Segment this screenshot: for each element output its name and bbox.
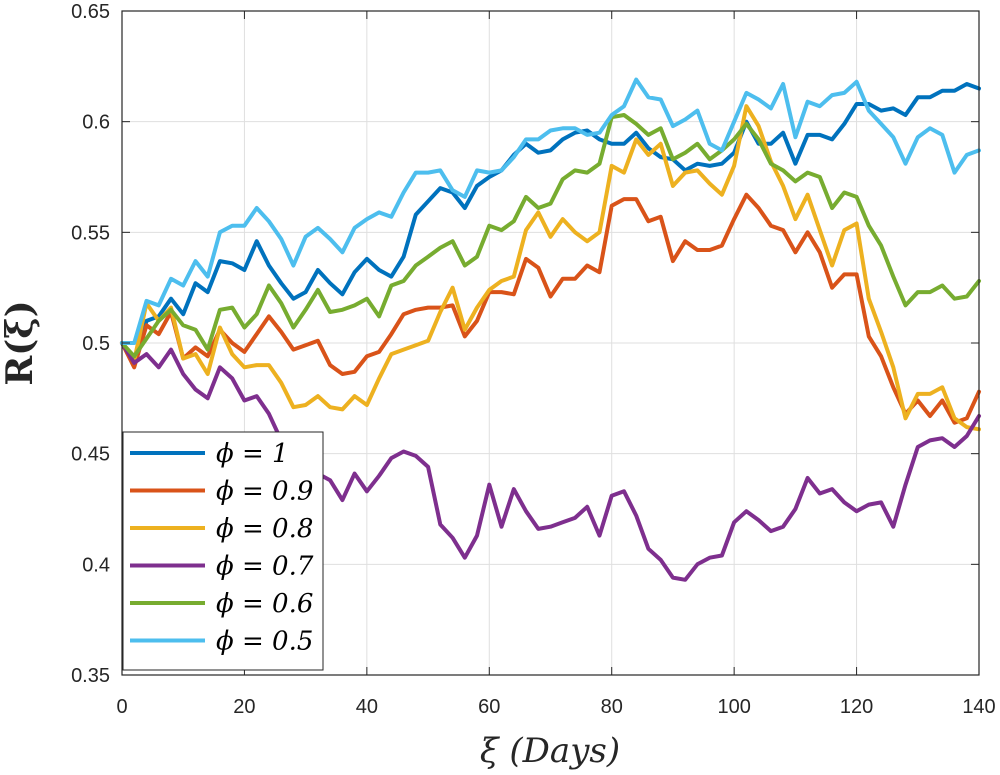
legend-label-6: ϕ = 0.5 bbox=[216, 627, 313, 657]
y-tick-label: 0.4 bbox=[82, 554, 110, 576]
y-axis-ticks: 0.35 0.4 0.45 0.5 0.55 0.6 0.65 bbox=[71, 1, 979, 687]
x-axis-ticks: 0 20 40 60 80 100 120 140 bbox=[116, 11, 996, 718]
x-tick-label: 80 bbox=[601, 696, 623, 718]
series-lines bbox=[120, 77, 981, 582]
y-tick-label: 0.45 bbox=[71, 444, 110, 466]
x-tick-label: 40 bbox=[356, 696, 378, 718]
legend-label-1: ϕ = 1 bbox=[216, 439, 289, 469]
legend: ϕ = 1 ϕ = 0.9 ϕ = 0.8 ϕ = 0.7 ϕ = 0.6 ϕ = 0.5 bbox=[122, 431, 324, 671]
x-tick-label: 20 bbox=[233, 696, 255, 718]
legend-label-5: ϕ = 0.6 bbox=[216, 589, 313, 619]
legend-box bbox=[122, 431, 324, 671]
x-axis-label: ξ (Days) bbox=[480, 731, 620, 771]
y-tick-label: 0.6 bbox=[82, 112, 110, 134]
x-tick-label: 60 bbox=[478, 696, 500, 718]
legend-label-3: ϕ = 0.8 bbox=[216, 514, 313, 544]
series-line-3 bbox=[120, 104, 981, 432]
series-line-4 bbox=[120, 341, 981, 582]
legend-label-2: ϕ = 0.9 bbox=[216, 477, 313, 507]
y-tick-label: 0.55 bbox=[71, 222, 110, 244]
y-tick-label: 0.65 bbox=[71, 1, 110, 23]
series-line-1 bbox=[120, 82, 981, 368]
x-tick-label: 120 bbox=[840, 696, 873, 718]
y-axis-label: R(ξ) bbox=[0, 300, 41, 385]
series-line-6 bbox=[120, 77, 981, 345]
x-tick-label: 100 bbox=[717, 696, 750, 718]
x-tick-label: 140 bbox=[962, 696, 995, 718]
series-line-2 bbox=[120, 192, 981, 425]
y-tick-label: 0.35 bbox=[71, 665, 110, 687]
x-tick-label: 0 bbox=[116, 696, 127, 718]
legend-label-4: ϕ = 0.7 bbox=[216, 552, 314, 582]
y-tick-label: 0.5 bbox=[82, 333, 110, 355]
series-line-5 bbox=[120, 113, 981, 359]
